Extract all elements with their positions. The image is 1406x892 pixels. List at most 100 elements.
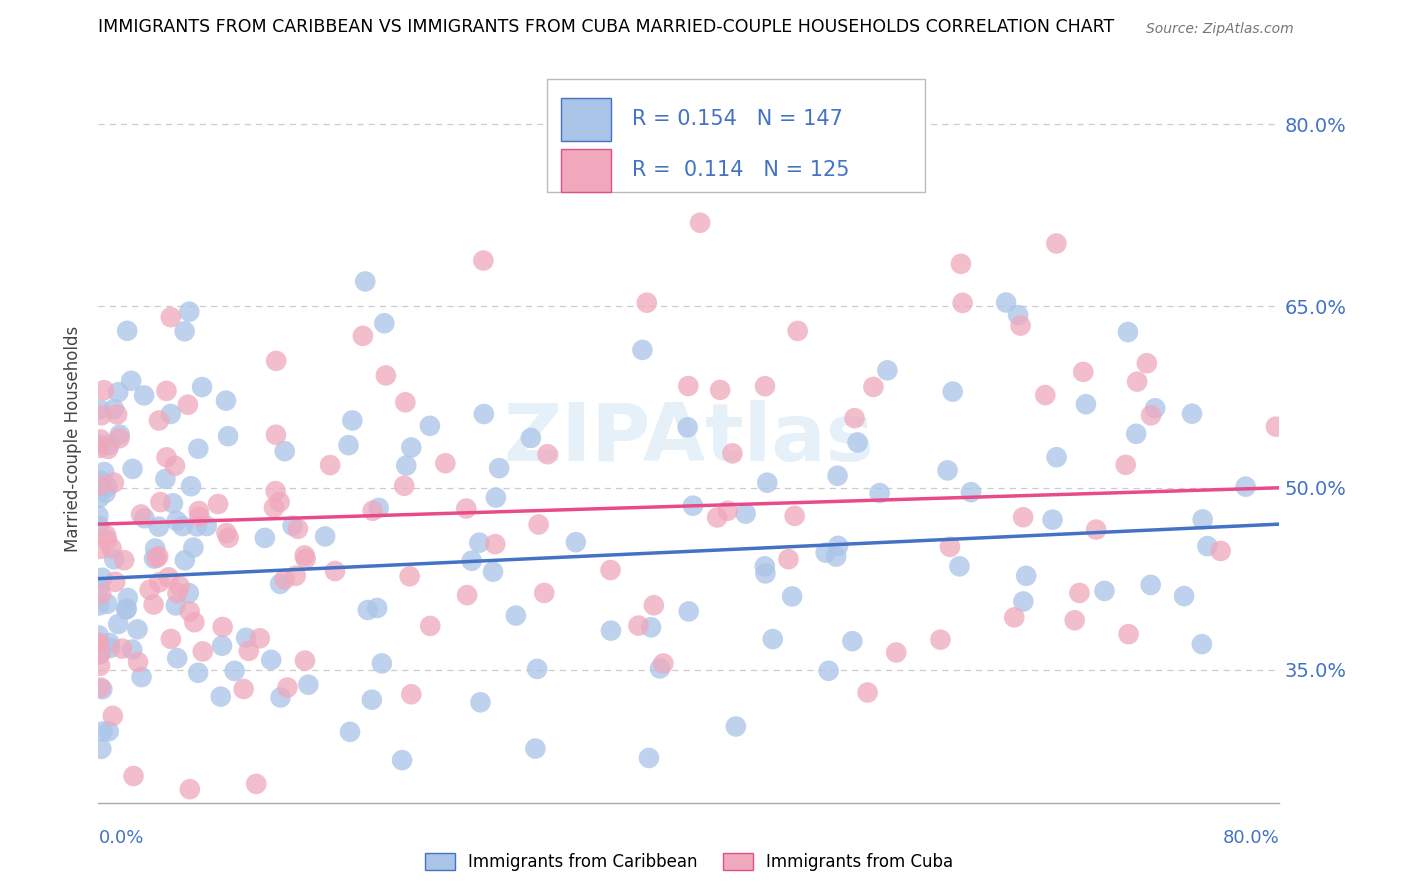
Point	[827, 468, 849, 483]
Point	[90, 810, 112, 824]
Point	[281, 518, 304, 533]
Point	[783, 508, 806, 523]
Point	[108, 427, 131, 442]
Point	[253, 531, 276, 545]
Point	[1234, 480, 1257, 494]
Point	[1173, 589, 1195, 603]
Point	[103, 552, 125, 566]
Point	[211, 639, 233, 653]
Point	[756, 475, 779, 490]
Point	[98, 636, 121, 650]
Point	[263, 500, 285, 515]
Point	[115, 324, 138, 338]
Legend: Immigrants from Caribbean, Immigrants from Cuba: Immigrants from Caribbean, Immigrants fr…	[418, 847, 960, 878]
Point	[273, 572, 295, 586]
Point	[1012, 510, 1035, 524]
Point	[215, 393, 238, 408]
Point	[1015, 568, 1038, 582]
Point	[87, 637, 110, 651]
Point	[1007, 308, 1029, 322]
Point	[159, 310, 181, 325]
Point	[1074, 397, 1097, 411]
Point	[786, 324, 808, 338]
Point	[361, 504, 384, 518]
Point	[1115, 458, 1137, 472]
Point	[90, 409, 112, 423]
Point	[1191, 637, 1213, 651]
Point	[524, 741, 547, 756]
Point	[120, 374, 142, 388]
Point	[706, 510, 728, 524]
Point	[166, 586, 188, 600]
Point	[121, 642, 143, 657]
Point	[294, 552, 316, 566]
Point	[869, 486, 891, 500]
Point	[876, 363, 898, 377]
Point	[97, 480, 120, 494]
Point	[115, 602, 138, 616]
Point	[115, 601, 138, 615]
Point	[87, 508, 110, 523]
FancyBboxPatch shape	[561, 149, 612, 192]
Point	[627, 618, 650, 632]
Point	[159, 407, 181, 421]
Point	[195, 519, 218, 533]
Point	[434, 456, 457, 470]
Point	[238, 644, 260, 658]
Point	[183, 541, 205, 555]
Point	[143, 541, 166, 556]
Point	[245, 777, 267, 791]
Point	[856, 685, 879, 699]
Point	[484, 537, 506, 551]
Point	[249, 632, 271, 646]
Point	[98, 438, 121, 452]
Point	[565, 535, 588, 549]
Point	[472, 407, 495, 421]
Point	[398, 569, 420, 583]
Point	[323, 564, 346, 578]
Point	[89, 599, 111, 613]
Point	[294, 549, 316, 563]
Point	[1144, 401, 1167, 416]
Point	[1010, 318, 1032, 333]
Point	[129, 508, 152, 522]
Point	[91, 682, 114, 697]
Point	[373, 316, 395, 330]
Point	[276, 681, 298, 695]
Text: IMMIGRANTS FROM CARIBBEAN VS IMMIGRANTS FROM CUBA MARRIED-COUPLE HOUSEHOLDS CORR: IMMIGRANTS FROM CARIBBEAN VS IMMIGRANTS …	[98, 18, 1115, 36]
Point	[211, 620, 233, 634]
Point	[1042, 513, 1064, 527]
Text: ZIPAtlas: ZIPAtlas	[503, 401, 875, 478]
Point	[209, 690, 232, 704]
Point	[721, 446, 744, 460]
Point	[187, 504, 209, 518]
Point	[87, 635, 110, 649]
Point	[91, 724, 114, 739]
Point	[395, 458, 418, 473]
Point	[179, 604, 201, 618]
Point	[121, 462, 143, 476]
Point	[112, 553, 135, 567]
Point	[401, 687, 423, 701]
Point	[91, 571, 114, 585]
Point	[117, 591, 139, 605]
Point	[1071, 365, 1094, 379]
Point	[93, 465, 115, 479]
Point	[1063, 613, 1085, 627]
Point	[1139, 578, 1161, 592]
Point	[142, 598, 165, 612]
Point	[1033, 388, 1056, 402]
Point	[354, 275, 377, 289]
Point	[844, 411, 866, 425]
Point	[533, 586, 555, 600]
Point	[1264, 419, 1286, 434]
Point	[648, 661, 671, 675]
Point	[155, 472, 177, 486]
Point	[89, 658, 111, 673]
Point	[485, 491, 508, 505]
Point	[165, 599, 187, 613]
Point	[148, 519, 170, 533]
Point	[352, 329, 374, 343]
Point	[470, 695, 492, 709]
Point	[342, 413, 364, 427]
